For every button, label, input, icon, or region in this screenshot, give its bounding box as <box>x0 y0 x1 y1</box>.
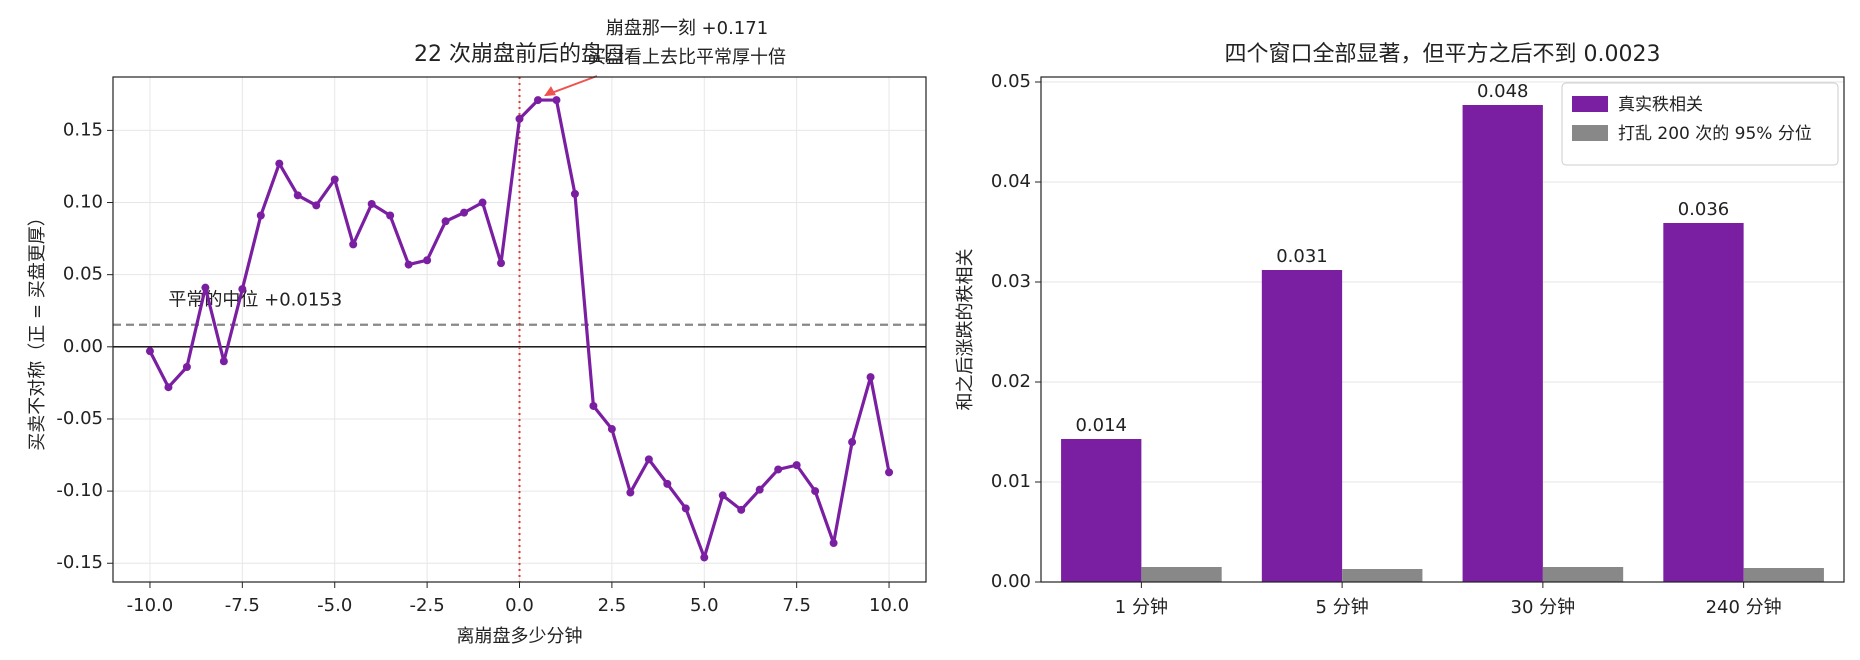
x-tick-label: 5 分钟 <box>1316 597 1369 618</box>
data-point <box>275 159 284 168</box>
data-point <box>330 175 339 184</box>
y-tick-label: 0.05 <box>63 264 103 285</box>
legend-swatch <box>1572 125 1608 141</box>
data-point <box>367 199 376 208</box>
data-point <box>644 455 653 464</box>
bar <box>1141 567 1222 582</box>
y-tick-label: 0.02 <box>991 371 1031 392</box>
annotation-text: 买盘看上去比平常厚十倍 <box>588 47 786 68</box>
data-point <box>256 211 265 220</box>
plot-frame <box>112 76 927 583</box>
data-point <box>478 198 487 207</box>
y-tick-label: 0.00 <box>63 336 103 357</box>
annotation-text: 崩盘那一刻 +0.171 <box>606 18 768 39</box>
x-tick-label: 2.5 <box>598 595 627 616</box>
x-tick-label: 5.0 <box>690 595 719 616</box>
data-point <box>885 468 894 477</box>
data-point <box>386 211 395 220</box>
data-point <box>681 504 690 513</box>
legend-swatch <box>1572 96 1608 112</box>
x-tick-label: 0.0 <box>505 595 534 616</box>
data-point <box>718 491 727 500</box>
x-tick-label: 7.5 <box>782 595 811 616</box>
data-point <box>145 347 154 356</box>
data-point <box>626 488 635 497</box>
data-point <box>866 373 875 382</box>
annotation-arrow <box>545 75 598 97</box>
y-tick-label: 0.10 <box>63 192 103 213</box>
data-point <box>552 96 561 105</box>
data-point <box>829 539 838 548</box>
legend-box <box>1561 82 1839 166</box>
data-point <box>293 191 302 200</box>
y-axis-label: 和之后涨跌的秩相关 <box>955 249 976 411</box>
y-tick-label: 0.00 <box>991 571 1031 592</box>
median-label: 平常的中位 +0.0153 <box>168 290 342 311</box>
data-point <box>811 487 820 496</box>
data-point <box>570 189 579 198</box>
data-point <box>515 114 524 123</box>
y-tick-label: 0.15 <box>63 119 103 140</box>
data-point <box>663 479 672 488</box>
legend-label: 打乱 200 次的 95% 分位 <box>1618 124 1812 144</box>
x-axis-label: 离崩盘多少分钟 <box>457 626 583 647</box>
chart-title: 四个窗口全部显著，但平方之后不到 0.0023 <box>1225 42 1661 67</box>
data-point <box>312 201 321 210</box>
data-point <box>404 260 413 269</box>
bar <box>1542 567 1624 582</box>
value-label: 0.031 <box>1276 246 1328 267</box>
data-point <box>164 383 173 392</box>
data-point <box>219 357 228 366</box>
data-point <box>201 283 210 292</box>
data-point <box>533 96 542 105</box>
y-tick-label: -0.05 <box>56 408 103 429</box>
data-point <box>792 461 801 470</box>
y-tick-label: 0.04 <box>991 171 1031 192</box>
x-tick-label: -2.5 <box>410 595 445 616</box>
y-tick-label: 0.01 <box>991 471 1031 492</box>
x-tick-label: -10.0 <box>127 595 174 616</box>
legend-label: 真实秩相关 <box>1618 95 1703 115</box>
bar <box>1663 223 1744 582</box>
x-tick-label: 10.0 <box>869 595 909 616</box>
data-point <box>700 553 709 562</box>
value-label: 0.048 <box>1477 81 1529 102</box>
data-point <box>441 217 450 226</box>
data-point <box>774 465 783 474</box>
data-point <box>423 256 432 265</box>
bar <box>1743 568 1824 582</box>
y-tick-label: 0.05 <box>991 71 1031 92</box>
y-tick-label: -0.10 <box>56 480 103 501</box>
value-label: 0.014 <box>1075 415 1127 436</box>
data-point <box>182 363 191 372</box>
plot-frame <box>1040 76 1845 583</box>
data-point <box>497 259 506 268</box>
y-tick-label: -0.15 <box>56 552 103 573</box>
x-tick-label: 1 分钟 <box>1115 597 1168 618</box>
data-point <box>607 425 616 434</box>
chart-title: 22 次崩盘前后的盘口 <box>414 42 625 67</box>
arrow-head <box>543 86 556 97</box>
y-tick-label: 0.03 <box>991 271 1031 292</box>
data-point <box>737 505 746 514</box>
data-point <box>238 285 247 294</box>
bar <box>1261 270 1343 582</box>
x-tick-label: 30 分钟 <box>1511 597 1576 618</box>
x-tick-label: -7.5 <box>225 595 260 616</box>
y-axis-label: 买卖不对称（正 = 买盘更厚） <box>27 208 48 451</box>
data-point <box>848 438 857 447</box>
x-tick-label: -5.0 <box>317 595 352 616</box>
data-point <box>460 208 469 217</box>
bar <box>1061 439 1142 582</box>
bar <box>1342 569 1423 582</box>
data-point <box>589 401 598 410</box>
data-point <box>349 240 358 249</box>
value-label: 0.036 <box>1678 199 1730 220</box>
x-tick-label: 240 分钟 <box>1706 597 1782 618</box>
data-point <box>755 485 764 494</box>
bar <box>1462 105 1543 582</box>
